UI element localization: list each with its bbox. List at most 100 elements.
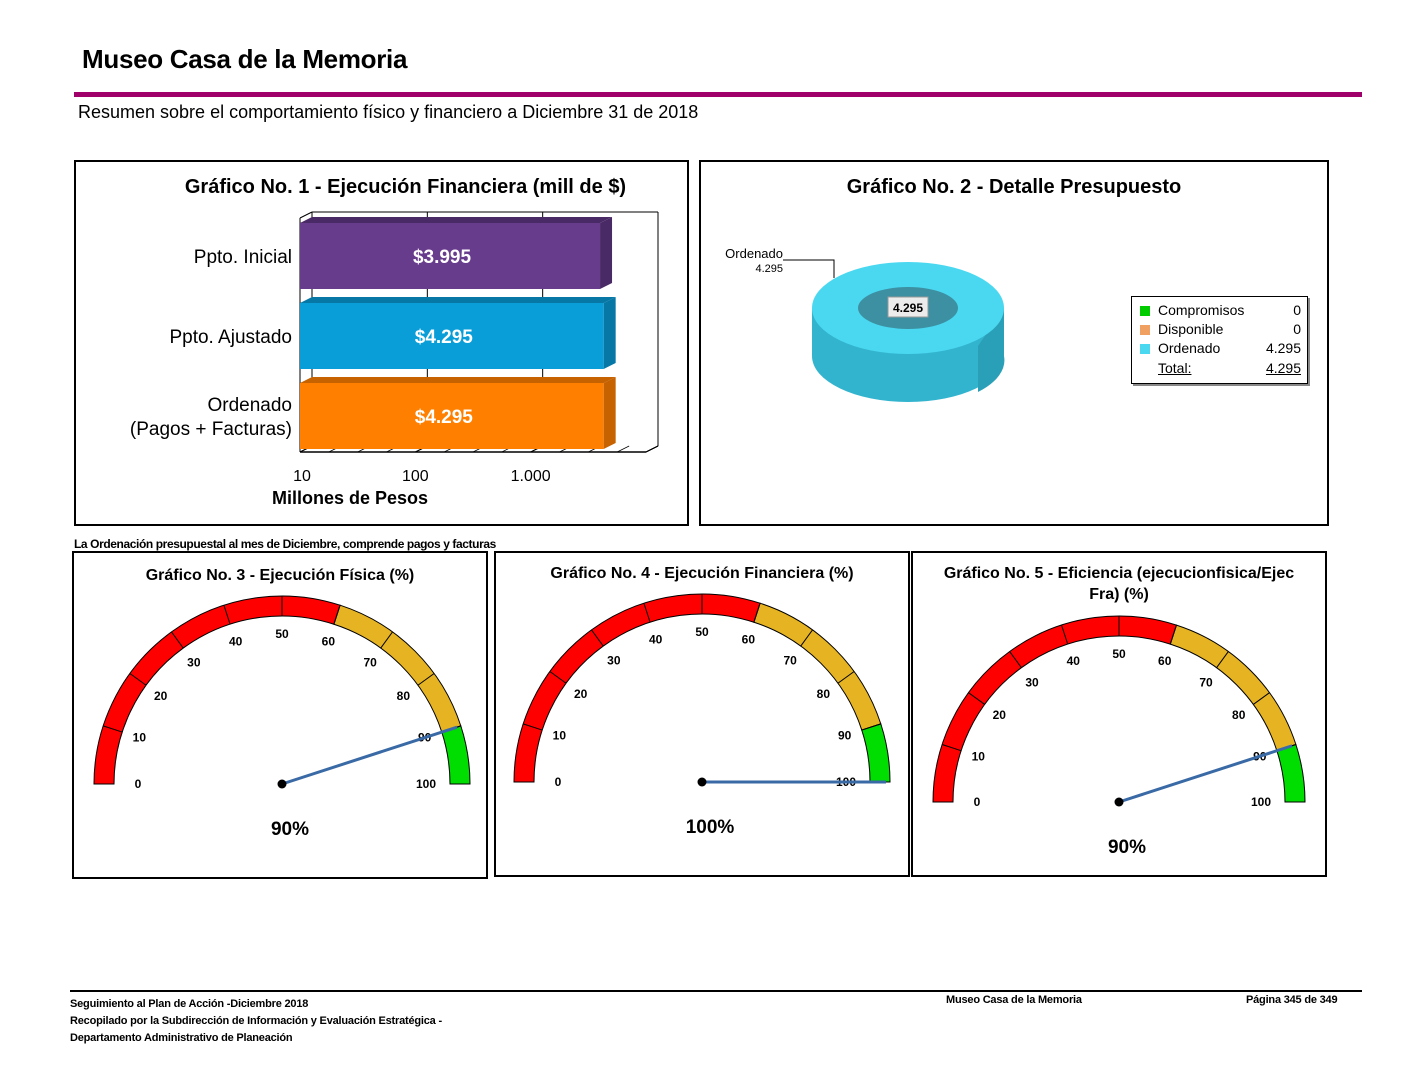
- gauge-tick-label-100: 100: [1251, 795, 1271, 809]
- gauge-value-label: 90%: [1108, 837, 1146, 858]
- gauge-tick-label-80: 80: [397, 689, 411, 703]
- gauge-tick-label-10: 10: [553, 729, 567, 743]
- footer-divider: [70, 990, 1362, 992]
- gauge-tick-label-80: 80: [817, 687, 831, 701]
- bar-top-1: [300, 217, 613, 223]
- gauge-band-2: [753, 602, 882, 731]
- gauge-tick-label-50: 50: [275, 627, 289, 641]
- title-divider: [74, 92, 1362, 97]
- gauge-tick-label-20: 20: [154, 689, 168, 703]
- gauge-tick-label-60: 60: [1158, 654, 1172, 668]
- chart-5-panel: Gráfico No. 5 - Eficiencia (ejecucionfis…: [911, 551, 1327, 877]
- footer-left-line-2: Recopilado por la Subdirección de Inform…: [70, 1015, 442, 1027]
- gauge-tick-20: [129, 673, 147, 686]
- category-label-2: Ppto. Ajustado: [169, 327, 292, 348]
- x-tick-label-1: 10: [293, 468, 311, 485]
- gauge-tick-label-70: 70: [783, 654, 797, 668]
- gauge-tick-label-0: 0: [135, 777, 142, 791]
- legend-item-ordenado: Ordenado 4.295: [1132, 339, 1307, 358]
- page-title: Museo Casa de la Memoria: [82, 44, 408, 74]
- gauge-tick-label-40: 40: [649, 632, 663, 646]
- gauge-tick-40: [223, 605, 231, 625]
- donut-side-shade: [978, 308, 1005, 392]
- gauge-tick-30: [591, 629, 604, 647]
- gauge-tick-20: [968, 692, 985, 705]
- gauge-tick-label-20: 20: [993, 708, 1007, 722]
- legend-swatch-disponible: [1140, 325, 1150, 335]
- chart-2-plot: 4.295 Ordenado 4.295: [725, 246, 1005, 402]
- chart-3-gauge: 010203040506070809010090%: [93, 595, 471, 840]
- legend-label: Disponible: [1158, 321, 1224, 337]
- legend-value: 0: [1293, 302, 1301, 318]
- chart-5-title-line-1: Gráfico No. 5 - Eficiencia (ejecucionfis…: [943, 565, 1295, 582]
- legend-swatch-compromisos: [1140, 306, 1150, 316]
- category-label-3-1: Ordenado: [207, 395, 292, 416]
- gauge-tick-label-0: 0: [555, 775, 562, 789]
- gauge-tick-30: [171, 631, 184, 649]
- gauge-tick-label-70: 70: [363, 656, 377, 670]
- gauge-tick-label-70: 70: [1199, 675, 1213, 689]
- gauge-tick-label-90: 90: [838, 729, 852, 743]
- ordenacion-note: La Ordenación presupuestal al mes de Dic…: [74, 537, 496, 551]
- gauge-tick-40: [1061, 624, 1069, 645]
- chart-4-panel: Gráfico No. 4 - Ejecución Financiera (%)…: [494, 551, 910, 877]
- chart-2-title: Gráfico No. 2 - Detalle Presupuesto: [846, 176, 1182, 198]
- bar-value-label-3: $4.295: [415, 407, 474, 428]
- gauge-value-label: 100%: [686, 817, 735, 838]
- bar-value-label-2: $4.295: [415, 327, 474, 348]
- legend-value: 4.295: [1265, 340, 1301, 356]
- footer-left-line-1: Seguimiento al Plan de Acción -Diciembre…: [70, 998, 309, 1010]
- callout-value: 4.295: [755, 263, 783, 275]
- bar-1: [300, 223, 601, 289]
- gauge-tick-80: [1253, 692, 1270, 705]
- gauge-tick-40: [643, 603, 651, 623]
- gauge-tick-80: [417, 673, 435, 686]
- gauge-tick-label-40: 40: [229, 634, 243, 648]
- gauge-value-label: 90%: [271, 819, 309, 840]
- gauge-tick-label-60: 60: [742, 632, 756, 646]
- gauge-tick-label-30: 30: [607, 654, 621, 668]
- gauge-pivot: [277, 779, 287, 789]
- gauge-tick-label-60: 60: [322, 634, 336, 648]
- callout-line: [783, 259, 835, 278]
- legend-total-label: Total:: [1158, 360, 1192, 376]
- gauge-tick-20: [549, 671, 567, 684]
- legend-label: Ordenado: [1158, 340, 1221, 356]
- chart-5-gauge: 010203040506070809010090%: [932, 615, 1306, 858]
- gauge-tick-label-50: 50: [1112, 647, 1126, 661]
- gauge-needle: [1118, 744, 1293, 804]
- gauge-tick-label-80: 80: [1232, 708, 1246, 722]
- bar-value-label-1: $3.995: [413, 247, 472, 268]
- gauge-needle: [281, 725, 458, 786]
- gauge-tick-label-20: 20: [574, 687, 588, 701]
- legend-total-row: Total: 4.295: [1132, 359, 1307, 378]
- gauge-tick-10: [941, 744, 962, 752]
- chart-2-panel: Gráfico No. 2 - Detalle Presupuesto 4.29…: [699, 160, 1329, 526]
- gauge-tick-70: [380, 631, 393, 649]
- chart-3-panel: Gráfico No. 3 - Ejecución Física (%) 0 10…: [72, 551, 488, 879]
- bar-top-2: [300, 297, 616, 303]
- chart-2-legend: Compromisos 0 Disponible 0 Ordenado 4.295 Tot…: [1131, 296, 1308, 384]
- legend-item-compromisos: Compromisos 0: [1132, 301, 1307, 320]
- gauge-band-1: [932, 615, 1178, 803]
- gauge-tick-label-10: 10: [972, 749, 986, 763]
- gauge-tick-label-10: 10: [133, 731, 147, 745]
- footer-left-line-3: Departamento Administrativo de Planeació…: [70, 1032, 293, 1044]
- gauge-tick-label-0: 0: [974, 795, 981, 809]
- x-tick-label-2: 100: [402, 468, 429, 485]
- gauge-pivot: [697, 777, 707, 787]
- legend-item-disponible: Disponible 0: [1132, 320, 1307, 339]
- gauge-band-3: [441, 725, 471, 785]
- legend-label: Compromisos: [1158, 302, 1245, 318]
- gauge-tick-60: [753, 603, 761, 623]
- donut-center-label: 4.295: [893, 301, 923, 315]
- gauge-band-3: [861, 723, 891, 783]
- footer-page-number: Página 345 de 349: [1246, 994, 1338, 1006]
- bar-3: [300, 383, 604, 449]
- chart-4-title: Gráfico No. 4 - Ejecución Financiera (%): [550, 565, 854, 582]
- chart-1-plot: $3.995 Ppto. Inicial $4.295 Ppto. Ajustado $…: [130, 211, 659, 485]
- chart-5-title-line-2: Fra) (%): [1089, 586, 1149, 603]
- chart-1-x-axis-label: Millones de Pesos: [272, 488, 429, 508]
- gauge-tick-label-50: 50: [695, 625, 709, 639]
